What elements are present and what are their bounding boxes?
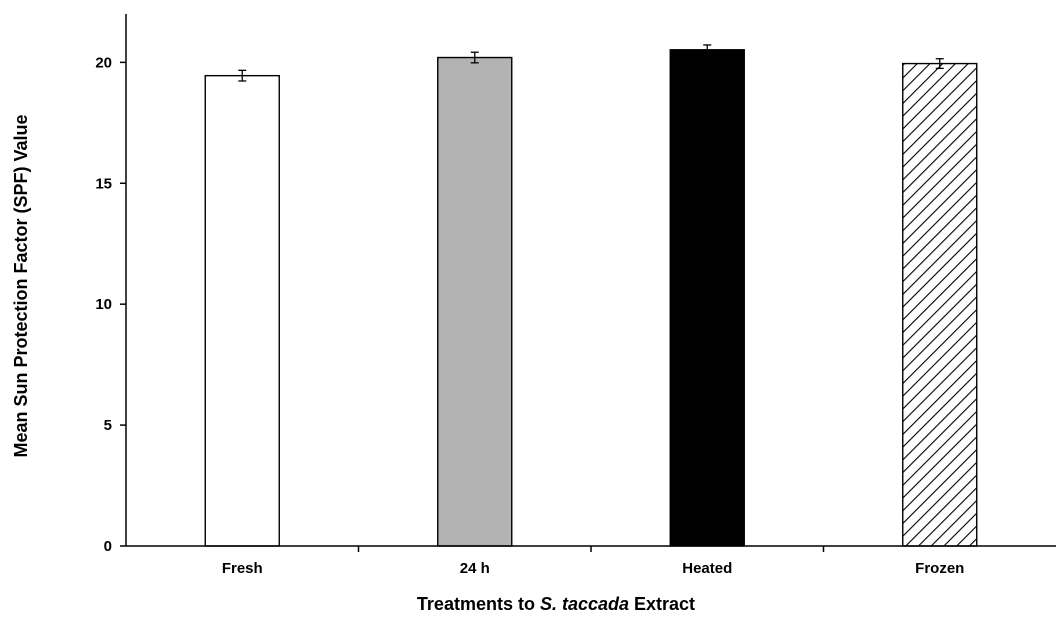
error-bar-heated (703, 44, 712, 56)
x-tick-label: Heated (682, 560, 732, 577)
bar-24-h (437, 56, 513, 547)
y-tick-label: 10 (95, 296, 112, 313)
x-tick-label: Fresh (222, 560, 263, 577)
y-tick-label: 0 (104, 538, 112, 555)
y-tick-label: 15 (95, 175, 112, 192)
x-axis-title: Treatments to S. taccada Extract (417, 594, 695, 614)
bar-fresh (204, 74, 280, 547)
error-bar-24-h (470, 51, 479, 64)
y-axis-title: Mean Sun Protection Factor (SPF) Value (11, 114, 31, 457)
error-bar-frozen (935, 58, 944, 70)
error-bar-fresh (238, 69, 247, 82)
x-tick-label: Frozen (915, 560, 964, 577)
bar-frozen (902, 62, 978, 547)
y-tick-label: 5 (104, 417, 112, 434)
x-tick-label: 24 h (460, 560, 490, 577)
y-tick-label: 20 (95, 54, 112, 71)
bar-heated (669, 49, 745, 547)
